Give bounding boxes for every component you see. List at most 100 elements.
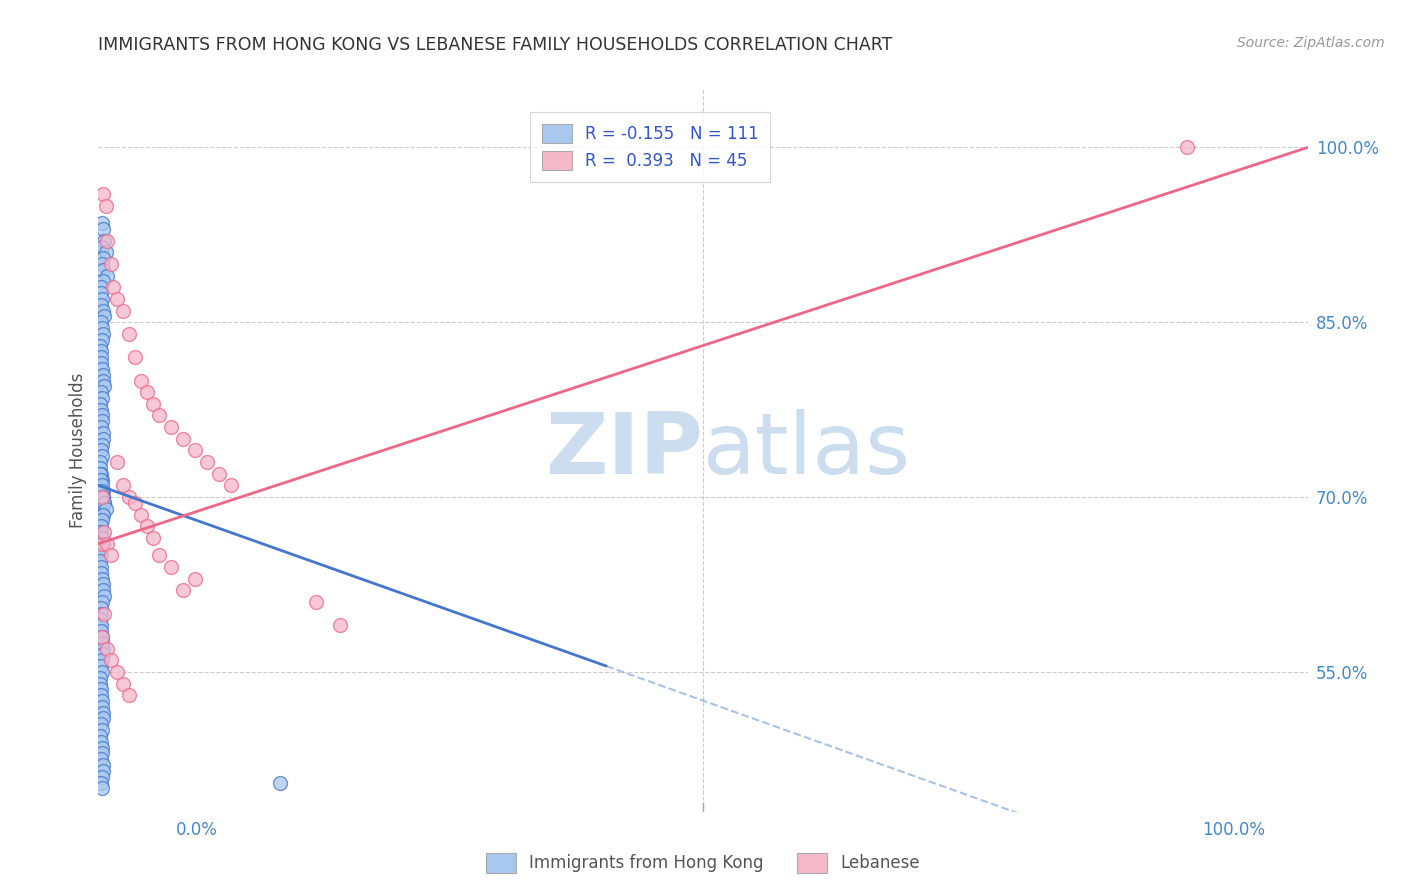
Point [91,583,114,598]
Point [91,251,114,265]
Point [91,490,114,504]
Point [105,455,128,469]
Point [91,437,114,451]
Point [329,618,352,632]
Point [91,484,114,499]
Point [94,245,117,260]
Point [90,682,112,697]
Point [91,508,114,522]
Point [124,496,146,510]
Point [90,298,112,312]
Point [90,775,112,789]
Point [89,524,111,539]
Point [91,262,114,277]
Point [91,484,114,499]
Point [105,292,128,306]
Point [91,391,114,405]
Point [93,589,115,603]
Point [90,420,112,434]
Point [100,549,122,563]
Point [305,595,328,609]
Point [91,513,114,527]
Point [91,216,114,230]
Point [91,630,114,644]
Text: ZIP: ZIP [546,409,703,492]
Point [90,752,112,766]
Point [91,764,114,778]
Point [91,572,114,586]
Point [89,519,111,533]
Point [142,531,165,545]
Point [91,478,114,492]
Point [184,443,207,458]
Point [90,560,112,574]
Point [91,630,114,644]
Point [93,524,115,539]
Point [90,624,112,639]
Point [90,350,112,364]
Point [96,537,118,551]
Point [90,385,112,400]
Point [91,187,114,202]
Point [93,607,115,621]
Point [89,455,111,469]
Point [91,303,114,318]
Point [89,542,111,557]
Text: atlas: atlas [703,409,911,492]
Point [91,537,114,551]
Point [90,607,112,621]
Point [89,671,111,685]
Point [91,770,114,784]
Point [93,379,115,393]
Point [90,501,112,516]
Point [90,519,112,533]
Point [91,257,114,271]
Point [89,397,111,411]
Text: IMMIGRANTS FROM HONG KONG VS LEBANESE FAMILY HOUSEHOLDS CORRELATION CHART: IMMIGRANTS FROM HONG KONG VS LEBANESE FA… [98,36,893,54]
Point [91,531,114,545]
Point [90,356,112,370]
Point [142,397,165,411]
Point [91,636,114,650]
Point [96,641,118,656]
Point [90,280,112,294]
Point [93,496,115,510]
Point [94,501,117,516]
Point [91,368,114,382]
Point [91,740,114,755]
Point [91,222,114,236]
Point [160,420,183,434]
Point [91,653,114,667]
Point [94,199,117,213]
Point [100,257,122,271]
Point [91,706,114,720]
Point [111,478,134,492]
Point [135,385,157,400]
Point [90,473,112,487]
Point [160,560,183,574]
Point [89,676,111,690]
Point [101,280,124,294]
Point [89,554,111,568]
Point [91,425,114,440]
Point [90,600,112,615]
Point [111,676,134,690]
Point [91,595,114,609]
Point [1175,140,1198,154]
Point [91,781,114,796]
Point [91,490,114,504]
Point [91,641,114,656]
Point [91,321,114,335]
Point [91,694,114,708]
Point [208,467,231,481]
Point [111,303,134,318]
Point [91,292,114,306]
Point [100,653,122,667]
Point [89,513,111,527]
Point [91,758,114,772]
Point [195,455,218,469]
Point [91,326,114,341]
Point [89,467,111,481]
Point [118,490,141,504]
Point [91,490,114,504]
